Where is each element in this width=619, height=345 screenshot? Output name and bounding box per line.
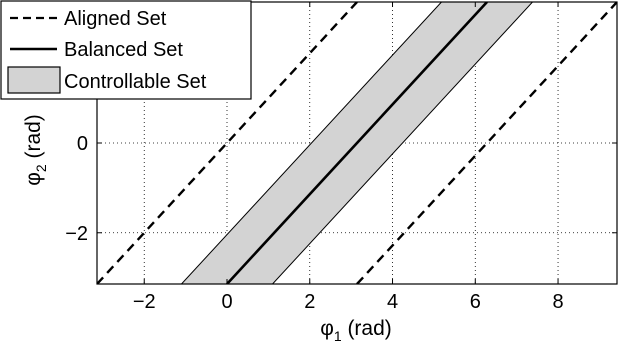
x-tick-label: 2 — [304, 291, 315, 313]
x-tick-label: 8 — [552, 291, 563, 313]
marks — [97, 2, 617, 284]
legend-label-controllable-set: Controllable Set — [64, 71, 207, 93]
y-axis-label: φ2 (rad) — [22, 114, 49, 186]
x-tick-label: 0 — [221, 291, 232, 313]
ticks: −2 0 2 4 6 8 −2 0 — [65, 2, 617, 313]
aligned-set-line — [97, 2, 358, 284]
legend-swatch-controllable-set — [7, 66, 61, 94]
y-tick-label: −2 — [65, 223, 88, 245]
balanced-set-line — [226, 2, 488, 284]
legend-label-balanced-set: Balanced Set — [64, 39, 183, 61]
aligned-set-line — [356, 2, 617, 284]
x-tick-label: 4 — [387, 291, 398, 313]
x-tick-label: −2 — [133, 291, 156, 313]
x-axis-label: φ1 (rad) — [320, 317, 392, 344]
legend: Aligned Set Balanced Set Controllable Se… — [0, 0, 252, 100]
y-tick-label: 0 — [77, 133, 88, 155]
legend-label-aligned-set: Aligned Set — [64, 8, 167, 30]
x-tick-label: 6 — [470, 291, 481, 313]
